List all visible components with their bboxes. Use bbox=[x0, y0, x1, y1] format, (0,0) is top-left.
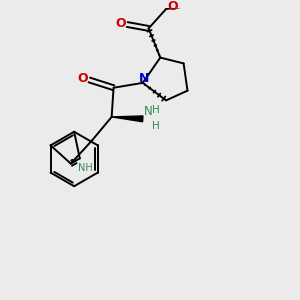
Text: N: N bbox=[139, 73, 149, 85]
Text: O: O bbox=[115, 17, 126, 30]
Text: NH: NH bbox=[78, 163, 93, 173]
Text: O: O bbox=[77, 73, 88, 85]
Text: N: N bbox=[144, 105, 152, 118]
Text: H: H bbox=[152, 105, 159, 115]
Polygon shape bbox=[112, 116, 143, 122]
Text: O: O bbox=[167, 0, 178, 13]
Text: H: H bbox=[152, 121, 159, 131]
